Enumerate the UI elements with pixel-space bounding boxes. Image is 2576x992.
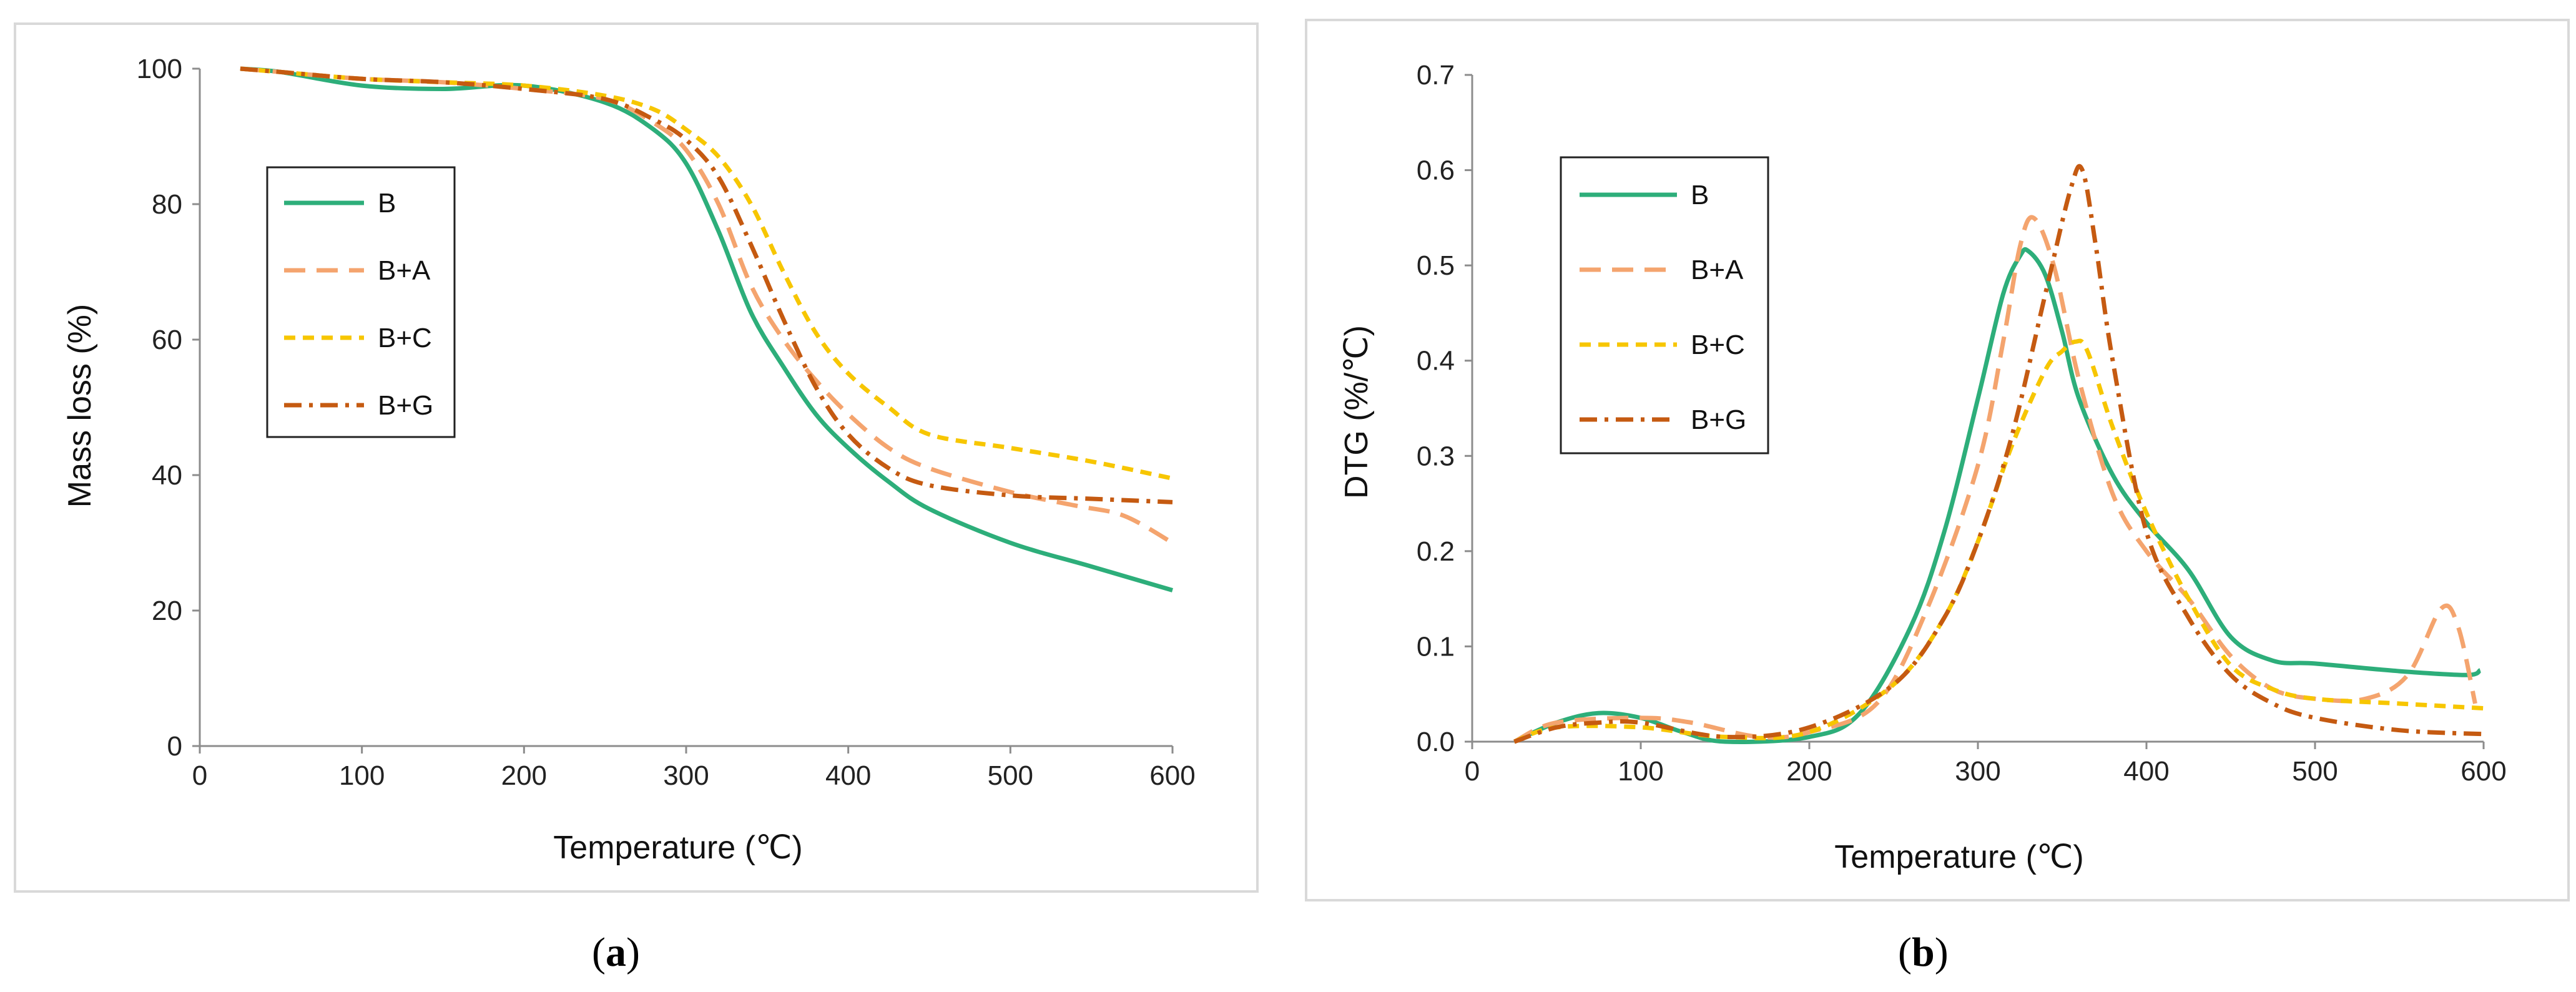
chart-a-series-b-plus-g xyxy=(240,66,1173,504)
caption-b: (b) xyxy=(1898,930,1949,975)
chart-a-x-tick-label: 200 xyxy=(501,760,547,791)
chart-a-y-tick-label: 40 xyxy=(152,460,182,491)
chart-a-y-tick-label: 100 xyxy=(137,54,182,84)
chart-a-legend-box xyxy=(266,166,456,438)
chart-a-y-tick-label: 0 xyxy=(167,731,182,762)
chart-a-y-tick-label: 80 xyxy=(152,189,182,220)
chart-a-legend-label: B+G xyxy=(378,390,433,421)
chart-a-legend-label: B+C xyxy=(378,323,432,353)
chart-a-x-tick-label: 100 xyxy=(339,760,385,791)
chart-a-legend: B B+A B+C B+G xyxy=(266,166,456,438)
chart-a-x-axis-label: Temperature (℃) xyxy=(553,830,802,866)
chart-a-y-tick-label: 20 xyxy=(152,596,182,626)
chart-a-series-lines xyxy=(240,66,1174,592)
chart-a-y-tick-label: 60 xyxy=(152,325,182,355)
chart-a-x-tick-label: 400 xyxy=(825,760,871,791)
chart-a-series-b xyxy=(240,66,1173,592)
chart-a-x-tick-label: 500 xyxy=(988,760,1033,791)
chart-a-tick-labels: 0 100 200 300 400 500 600 0 20 40 60 80 100 xyxy=(137,54,1196,791)
chart-a-axes xyxy=(192,67,1174,754)
chart-a-y-axis-label: Mass loss (%) xyxy=(62,304,98,508)
chart-a-x-tick-label: 600 xyxy=(1149,760,1195,791)
chart-a-legend-label: B xyxy=(378,188,396,219)
caption-a: (a) xyxy=(592,930,640,975)
chart-a-series-b-plus-a xyxy=(240,66,1174,545)
chart-a-x-tick-label: 300 xyxy=(663,760,709,791)
caption-b-letter: b xyxy=(1911,930,1935,975)
caption-a-letter: a xyxy=(605,930,626,975)
chart-a-legend-label: B+A xyxy=(378,255,431,286)
chart-a-x-tick-label: 0 xyxy=(192,760,207,791)
